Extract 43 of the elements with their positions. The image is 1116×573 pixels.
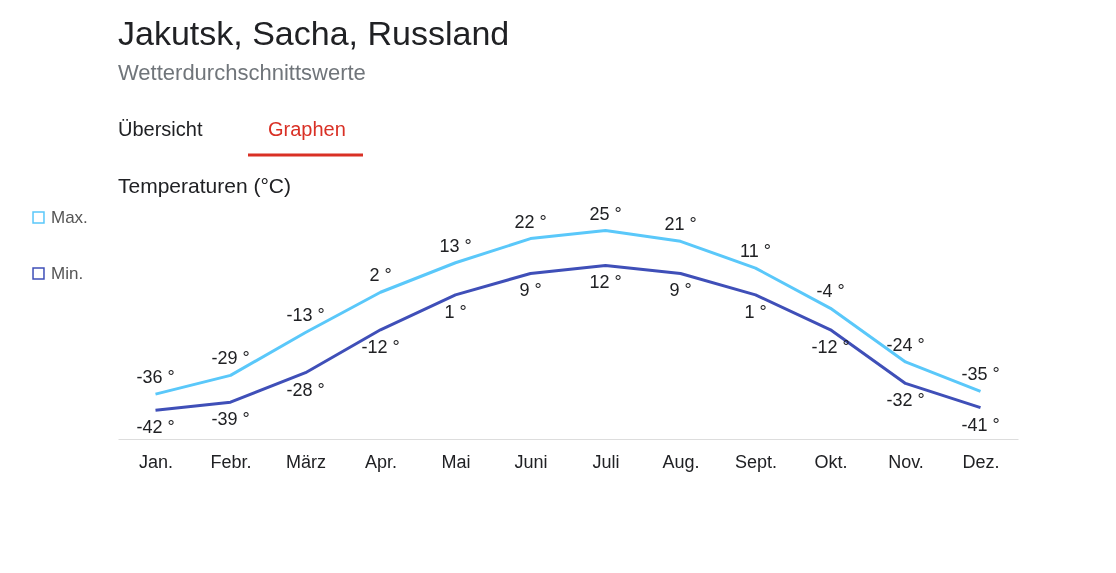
data-label: 1 ° [444, 301, 467, 322]
data-label: -29 ° [211, 348, 250, 369]
data-label: -12 ° [361, 336, 400, 357]
data-label: 12 ° [589, 272, 622, 293]
x-tick-label: Jan. [138, 451, 174, 472]
x-tick-label: Febr. [210, 451, 252, 472]
data-label: -41 ° [961, 414, 1000, 435]
data-label: -24 ° [886, 334, 925, 355]
x-tick-label: Sept. [734, 451, 778, 472]
data-label: 11 ° [740, 241, 771, 262]
legend-label: Min. [51, 263, 84, 283]
x-tick-label: Aug. [662, 451, 700, 472]
data-label: 9 ° [669, 280, 692, 301]
legend-label: Max. [51, 207, 88, 227]
text: Graphen [268, 118, 346, 140]
data-label: 22 ° [514, 211, 547, 232]
data-label: -12 ° [811, 336, 850, 357]
data-label: -42 ° [136, 417, 175, 438]
x-tick-label: Dez. [962, 451, 1000, 472]
data-label: -32 ° [886, 390, 925, 411]
data-label: 9 ° [519, 280, 542, 301]
chart-title: Jakutsk, Sacha, Russland [118, 14, 510, 52]
data-label: -35 ° [961, 364, 1000, 385]
data-label: 1 ° [744, 301, 767, 322]
data-label: 25 ° [589, 203, 622, 224]
text: Übersicht [118, 118, 203, 140]
x-tick-label: Nov. [888, 451, 924, 472]
data-label: -4 ° [816, 281, 845, 302]
x-tick-label: Juni [514, 451, 548, 472]
data-label: -28 ° [286, 379, 325, 400]
data-label: 13 ° [439, 235, 472, 256]
x-tick-label: Apr. [364, 451, 398, 472]
data-label: 21 ° [664, 214, 697, 235]
x-tick-label: Mai [441, 451, 471, 472]
data-label: 2 ° [369, 265, 392, 286]
chart-subtitle: Wetterdurchschnittswerte [118, 60, 366, 85]
x-tick-label: Juli [592, 451, 620, 472]
data-label: -36 ° [136, 367, 175, 388]
y-axis-title: Temperaturen (°C) [118, 174, 291, 197]
data-label: -13 ° [286, 305, 325, 326]
x-tick-label: Okt. [814, 451, 848, 472]
x-tick-label: März [286, 451, 326, 472]
data-label: -39 ° [211, 409, 250, 430]
